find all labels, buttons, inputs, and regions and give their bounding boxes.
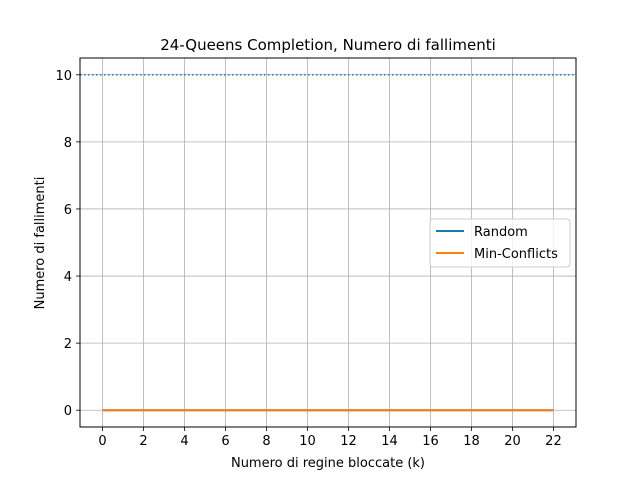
y-axis-title: Numero di fallimenti bbox=[33, 177, 48, 310]
x-tick-label-12: 12 bbox=[340, 434, 357, 449]
y-tick-label-10: 10 bbox=[55, 69, 72, 84]
y-tick-label-2: 2 bbox=[64, 337, 72, 352]
plot-area-frame bbox=[79, 57, 577, 428]
x-tick-label-16: 16 bbox=[422, 434, 439, 449]
y-tick-label-8: 8 bbox=[64, 136, 72, 151]
y-axis-ticks: 0 2 4 6 8 10 bbox=[55, 69, 80, 419]
x-tick-label-0: 0 bbox=[98, 434, 106, 449]
y-tick-label-0: 0 bbox=[64, 404, 72, 419]
x-axis-ticks: 0 2 4 6 8 10 12 14 16 18 20 22 bbox=[98, 427, 562, 449]
x-tick-label-2: 2 bbox=[139, 434, 147, 449]
x-tick-label-18: 18 bbox=[463, 434, 480, 449]
legend-label-random: Random bbox=[474, 225, 528, 240]
y-tick-label-4: 4 bbox=[64, 270, 72, 285]
legend: Random Min-Conflicts bbox=[429, 218, 571, 268]
legend-box bbox=[429, 218, 571, 268]
x-tick-label-20: 20 bbox=[504, 434, 521, 449]
x-tick-label-14: 14 bbox=[381, 434, 398, 449]
y-tick-label-6: 6 bbox=[64, 203, 72, 218]
x-tick-label-10: 10 bbox=[299, 434, 316, 449]
x-tick-label-8: 8 bbox=[262, 434, 270, 449]
x-tick-label-4: 4 bbox=[180, 434, 188, 449]
x-axis-title: Numero di regine bloccate (k) bbox=[231, 456, 425, 471]
legend-label-min-conflicts: Min-Conflicts bbox=[474, 247, 558, 262]
x-tick-label-6: 6 bbox=[221, 434, 229, 449]
x-tick-label-22: 22 bbox=[545, 434, 562, 449]
chart-title: 24-Queens Completion, Numero di fallimen… bbox=[160, 36, 496, 54]
